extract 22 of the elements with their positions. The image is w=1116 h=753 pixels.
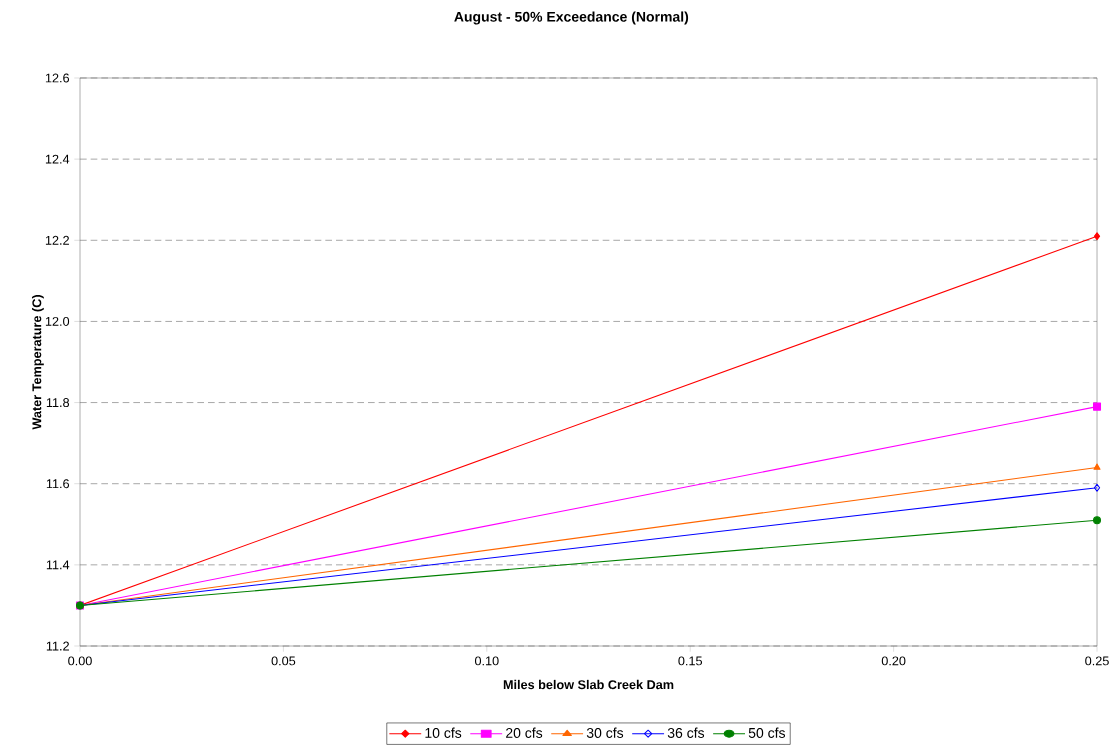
legend-label: 30 cfs [586, 727, 624, 738]
x-tick-label: 0.05 [271, 656, 296, 666]
legend-label: 20 cfs [506, 727, 543, 738]
y-tick-label: 11.4 [46, 560, 70, 570]
legend-label: 10 cfs [425, 727, 462, 738]
y-tick-label: 12.6 [45, 73, 70, 83]
legend-label: 50 cfs [748, 727, 786, 738]
x-axis-title: Miles below Slab Creek Dam [503, 679, 674, 690]
y-axis-title: Water Temperature (C) [31, 295, 44, 430]
y-tick-label: 12.2 [45, 235, 69, 245]
y-tick-label: 12.4 [45, 154, 70, 164]
y-tick-label: 11.8 [46, 398, 70, 408]
x-tick-label: 0.15 [678, 656, 703, 666]
x-tick-label: 0.25 [1085, 656, 1109, 666]
legend-label: 36 cfs [667, 727, 705, 738]
x-tick-label: 0.20 [881, 656, 906, 666]
x-tick-label: 0.00 [68, 656, 92, 666]
y-tick-label: 11.6 [46, 479, 70, 489]
chart-title: August - 50% Exceedance (Normal) [454, 11, 689, 25]
y-tick-label: 11.2 [46, 641, 69, 651]
x-tick-label: 0.10 [474, 656, 499, 666]
y-tick-label: 12.0 [45, 316, 70, 326]
